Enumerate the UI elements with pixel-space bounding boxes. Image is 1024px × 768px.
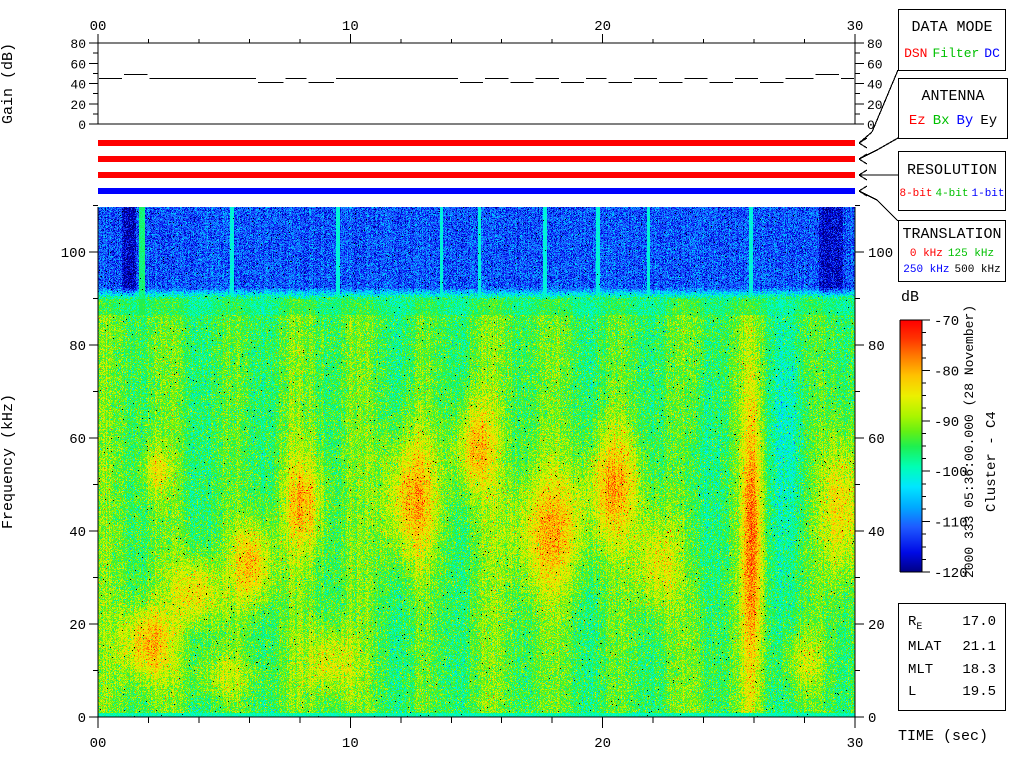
time-axis-label: TIME (sec) — [898, 728, 989, 745]
legend-value: 125 kHz — [947, 247, 995, 260]
svg-text:20: 20 — [594, 736, 611, 752]
svg-text:60: 60 — [69, 432, 86, 448]
ephemeris-row: MLT 18.3 — [908, 661, 996, 678]
gain-axis-label: Gain (dB) — [0, 42, 17, 124]
legend-value: 4-bit — [935, 188, 969, 201]
legend-value: Bx — [932, 113, 950, 130]
antenna-box: ANTENNA Ez Bx By Ey — [898, 78, 1008, 139]
svg-text:60: 60 — [868, 432, 885, 448]
svg-text:100: 100 — [61, 246, 86, 262]
svg-text:00: 00 — [90, 736, 107, 752]
svg-text:00: 00 — [90, 19, 107, 35]
svg-text:60: 60 — [70, 57, 86, 72]
antenna-title: ANTENNA — [921, 87, 985, 105]
translation-values-row1: 0 kHz 125 kHz — [910, 248, 994, 260]
legend-value: 0 kHz — [909, 247, 943, 260]
svg-text:80: 80 — [69, 339, 86, 355]
resolution-title: RESOLUTION — [906, 161, 997, 179]
legend-value: DC — [984, 45, 1000, 61]
svg-text:20: 20 — [69, 618, 86, 634]
svg-text:80: 80 — [867, 37, 883, 52]
svg-text:10: 10 — [342, 736, 359, 752]
svg-text:40: 40 — [868, 525, 885, 541]
svg-text:40: 40 — [70, 78, 86, 93]
ephemeris-row: RE 17.0 — [908, 614, 996, 634]
svg-text:10: 10 — [342, 19, 359, 35]
ephemeris-table: RE 17.0 MLAT 21.1 MLT 18.3 L 19.5 — [898, 603, 1006, 711]
legend-value: 1-bit — [971, 188, 1005, 201]
svg-text:40: 40 — [867, 78, 883, 93]
svg-text:-70: -70 — [934, 314, 959, 330]
legend-value: DSN — [904, 45, 928, 61]
data-mode-values: DSN Filter DC — [904, 46, 1000, 61]
frequency-axis-label: Frequency (kHz) — [0, 393, 17, 529]
translation-values-row2: 250 kHz 500 kHz — [903, 264, 1000, 276]
data-mode-title: DATA MODE — [911, 19, 993, 37]
svg-text:0: 0 — [78, 711, 86, 727]
colorbar-unit-label: dB — [901, 289, 920, 306]
legend-value: Ey — [980, 113, 998, 130]
data-mode-box: DATA MODE DSN Filter DC — [898, 9, 1006, 71]
svg-text:60: 60 — [867, 57, 883, 72]
svg-text:20: 20 — [867, 98, 883, 113]
svg-text:0: 0 — [867, 118, 875, 133]
resolution-box: RESOLUTION 8-bit 4-bit 1-bit — [898, 151, 1006, 211]
status-bar-data-mode — [98, 140, 855, 146]
svg-text:-90: -90 — [934, 415, 959, 431]
ephemeris-row: L 19.5 — [908, 683, 996, 700]
translation-box: TRANSLATION 0 kHz 125 kHz 250 kHz 500 kHz — [898, 220, 1006, 282]
svg-text:0: 0 — [868, 711, 876, 727]
spacecraft-label: Cluster - C4 — [984, 411, 1000, 512]
svg-text:20: 20 — [594, 19, 611, 35]
svg-text:80: 80 — [70, 37, 86, 52]
ephemeris-row: MLAT 21.1 — [908, 639, 996, 656]
legend-value: 8-bit — [899, 188, 933, 201]
spectrogram-plot — [98, 207, 855, 717]
antenna-values: Ez Bx By Ey — [909, 113, 997, 129]
legend-value: 500 kHz — [954, 264, 1001, 277]
legend-value: Filter — [932, 45, 980, 61]
legend-value: 250 kHz — [903, 264, 950, 277]
status-bar-translation — [98, 188, 855, 194]
resolution-values: 8-bit 4-bit 1-bit — [899, 188, 1004, 200]
svg-text:100: 100 — [868, 246, 893, 262]
svg-text:0: 0 — [78, 118, 86, 133]
status-bar-resolution — [98, 172, 855, 178]
datetime-label: 2000 333 05:36:00.000 (28 November) — [962, 304, 977, 578]
svg-text:80: 80 — [868, 339, 885, 355]
legend-value: By — [956, 113, 974, 130]
legend-value: Ez — [908, 113, 926, 130]
svg-text:20: 20 — [70, 98, 86, 113]
status-bar-antenna — [98, 156, 855, 162]
svg-text:30: 30 — [847, 736, 864, 752]
svg-text:20: 20 — [868, 618, 885, 634]
colorbar-gradient — [900, 320, 922, 572]
svg-text:30: 30 — [847, 19, 864, 35]
svg-text:40: 40 — [69, 525, 86, 541]
svg-text:-80: -80 — [934, 364, 959, 380]
translation-title: TRANSLATION — [902, 225, 1002, 243]
